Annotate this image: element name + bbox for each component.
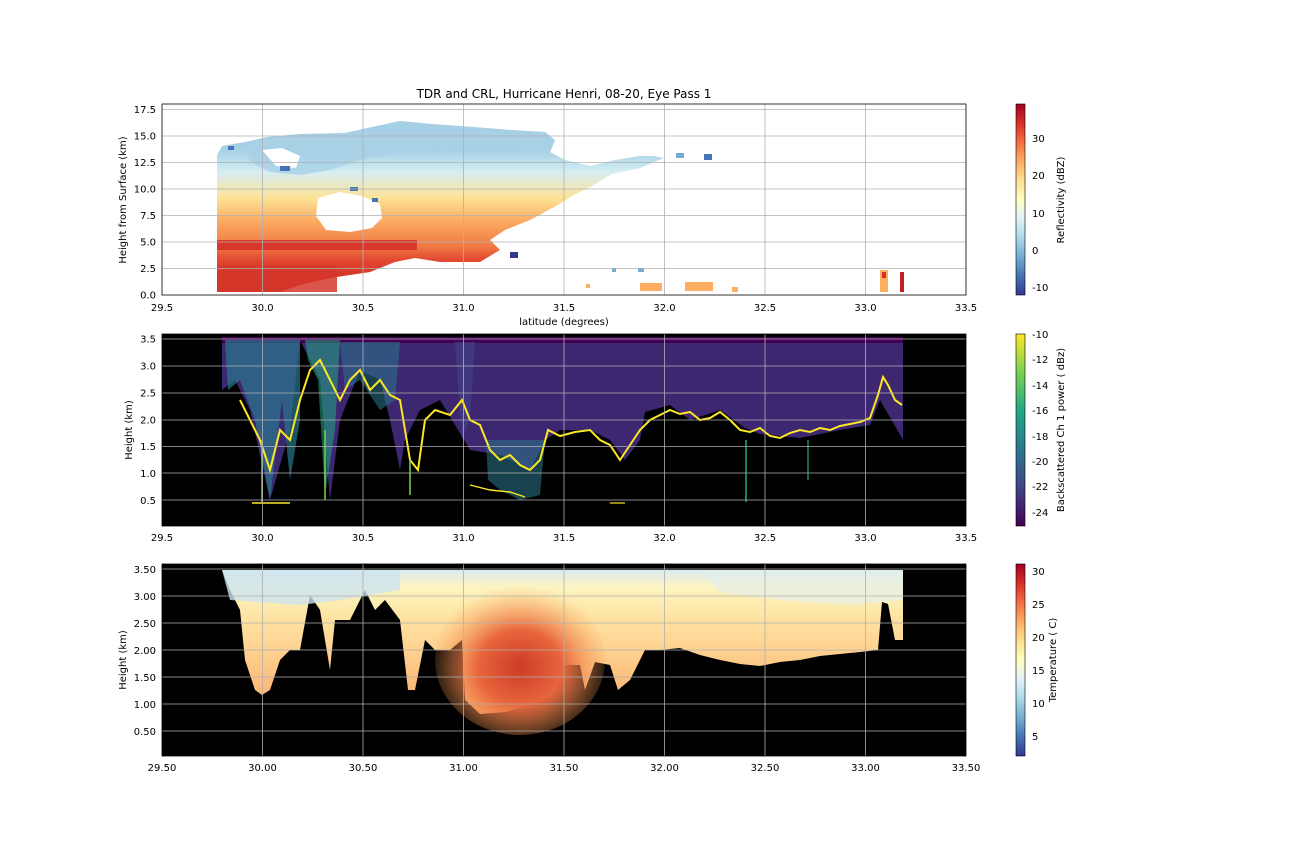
tick-label: 29.5 bbox=[151, 533, 173, 544]
reflectivity-grid bbox=[162, 104, 966, 295]
tick-label: 30.00 bbox=[248, 763, 277, 774]
colorbar-tick: -12 bbox=[1032, 355, 1048, 366]
tick-label: 15.0 bbox=[134, 132, 156, 143]
y-axis-label: Height from Surface (km) bbox=[118, 136, 129, 263]
tick-label: 2.00 bbox=[134, 646, 156, 657]
tick-label: 3.5 bbox=[140, 335, 156, 346]
tick-label: 30.5 bbox=[352, 303, 374, 314]
panel-backscatter: 29.5 30.0 30.5 31.0 31.5 32.0 32.5 33.0 … bbox=[124, 330, 1067, 544]
colorbar-tick: -20 bbox=[1032, 457, 1048, 468]
tick-label: 30.5 bbox=[352, 533, 374, 544]
tick-label: 32.5 bbox=[754, 533, 776, 544]
tick-label: 33.0 bbox=[854, 533, 876, 544]
tick-label: 2.5 bbox=[140, 389, 156, 400]
tick-label: 2.0 bbox=[140, 416, 156, 427]
tick-label: 0.0 bbox=[140, 291, 156, 302]
tick-label: 31.0 bbox=[452, 303, 474, 314]
tick-label: 1.00 bbox=[134, 700, 156, 711]
tick-label: 2.5 bbox=[140, 264, 156, 275]
tick-label: 10.0 bbox=[134, 185, 156, 196]
x-axis-label: latitude (degrees) bbox=[519, 317, 609, 328]
colorbar-tick: 5 bbox=[1032, 732, 1038, 743]
colorbar-tick: 10 bbox=[1032, 209, 1045, 220]
chart-title: TDR and CRL, Hurricane Henri, 08-20, Eye… bbox=[416, 87, 712, 101]
tick-label: 32.00 bbox=[650, 763, 679, 774]
tick-label: 33.50 bbox=[952, 763, 981, 774]
x-axis-backscatter: 29.5 30.0 30.5 31.0 31.5 32.0 32.5 33.0 … bbox=[151, 533, 977, 544]
backscatter-grid bbox=[162, 334, 966, 526]
tick-label: 7.5 bbox=[140, 211, 156, 222]
tick-label: 3.00 bbox=[134, 592, 156, 603]
tick-label: 30.0 bbox=[251, 303, 273, 314]
colorbar-temperature: 5 10 15 20 25 30 Temperature ( C) bbox=[1015, 563, 1059, 757]
y-axis-reflectivity: 0.0 2.5 5.0 7.5 10.0 12.5 15.0 17.5 Heig… bbox=[118, 105, 156, 302]
x-axis-reflectivity: 29.5 30.0 30.5 31.0 31.5 32.0 32.5 33.0 … bbox=[151, 303, 977, 328]
colorbar-tick: 20 bbox=[1032, 171, 1045, 182]
tick-label: 31.5 bbox=[553, 533, 575, 544]
reflectivity-field bbox=[217, 121, 904, 292]
colorbar-label: Reflectivity (dBZ) bbox=[1056, 156, 1067, 243]
x-axis-temperature: 29.50 30.00 30.50 31.00 31.50 32.00 32.5… bbox=[148, 763, 981, 774]
tick-label: 5.0 bbox=[140, 238, 156, 249]
tick-label: 29.50 bbox=[148, 763, 177, 774]
colorbar-backscatter: -24 -22 -20 -18 -16 -14 -12 -10 Backscat… bbox=[1015, 330, 1067, 527]
tick-label: 33.0 bbox=[854, 303, 876, 314]
y-axis-label: Height (km) bbox=[118, 630, 129, 690]
colorbar-tick: -24 bbox=[1032, 508, 1048, 519]
tick-label: 1.0 bbox=[140, 469, 156, 480]
colorbar-reflectivity: -10 0 10 20 30 Reflectivity (dBZ) bbox=[1015, 103, 1067, 296]
y-axis-label: Height (km) bbox=[124, 400, 135, 460]
tick-label: 30.0 bbox=[251, 533, 273, 544]
colorbar-tick: 0 bbox=[1032, 246, 1038, 257]
y-axis-backscatter: 0.5 1.0 1.5 2.0 2.5 3.0 3.5 Height (km) bbox=[124, 335, 156, 508]
colorbar-tick: 20 bbox=[1032, 633, 1045, 644]
colorbar-tick: 15 bbox=[1032, 666, 1045, 677]
tick-label: 29.5 bbox=[151, 303, 173, 314]
tick-label: 33.5 bbox=[955, 533, 977, 544]
y-axis-temperature: 0.50 1.00 1.50 2.00 2.50 3.00 3.50 Heigh… bbox=[118, 565, 156, 738]
temperature-grid bbox=[162, 564, 966, 756]
colorbar-tick: -10 bbox=[1032, 330, 1048, 341]
tick-label: 33.00 bbox=[851, 763, 880, 774]
colorbar-tick: -16 bbox=[1032, 406, 1048, 417]
tick-label: 32.0 bbox=[653, 533, 675, 544]
tick-label: 1.50 bbox=[134, 673, 156, 684]
tick-label: 2.50 bbox=[134, 619, 156, 630]
colorbar-label: Backscattered Ch 1 power ( dBz) bbox=[1056, 348, 1067, 512]
colorbar-tick: 30 bbox=[1032, 567, 1045, 578]
colorbar-tick: -14 bbox=[1032, 381, 1048, 392]
colorbar-tick: -18 bbox=[1032, 432, 1048, 443]
tick-label: 0.50 bbox=[134, 727, 156, 738]
tick-label: 0.5 bbox=[140, 496, 156, 507]
tick-label: 32.50 bbox=[751, 763, 780, 774]
colorbar-tick: -22 bbox=[1032, 482, 1048, 493]
tick-label: 12.5 bbox=[134, 158, 156, 169]
panel-reflectivity: TDR and CRL, Hurricane Henri, 08-20, Eye… bbox=[118, 87, 1067, 328]
panel-temperature: 29.50 30.00 30.50 31.00 31.50 32.00 32.5… bbox=[118, 563, 1059, 774]
tick-label: 31.50 bbox=[550, 763, 579, 774]
colorbar-tick: 25 bbox=[1032, 600, 1045, 611]
tick-label: 32.0 bbox=[653, 303, 675, 314]
tick-label: 17.5 bbox=[134, 105, 156, 116]
tick-label: 31.00 bbox=[449, 763, 478, 774]
tick-label: 31.0 bbox=[452, 533, 474, 544]
colorbar-tick: -10 bbox=[1032, 283, 1048, 294]
tick-label: 3.50 bbox=[134, 565, 156, 576]
tick-label: 31.5 bbox=[553, 303, 575, 314]
colorbar-tick: 30 bbox=[1032, 134, 1045, 145]
tick-label: 3.0 bbox=[140, 362, 156, 373]
tick-label: 32.5 bbox=[754, 303, 776, 314]
tick-label: 33.5 bbox=[955, 303, 977, 314]
colorbar-tick: 10 bbox=[1032, 699, 1045, 710]
colorbar-label: Temperature ( C) bbox=[1048, 618, 1059, 704]
tick-label: 30.50 bbox=[349, 763, 378, 774]
tick-label: 1.5 bbox=[140, 442, 156, 453]
